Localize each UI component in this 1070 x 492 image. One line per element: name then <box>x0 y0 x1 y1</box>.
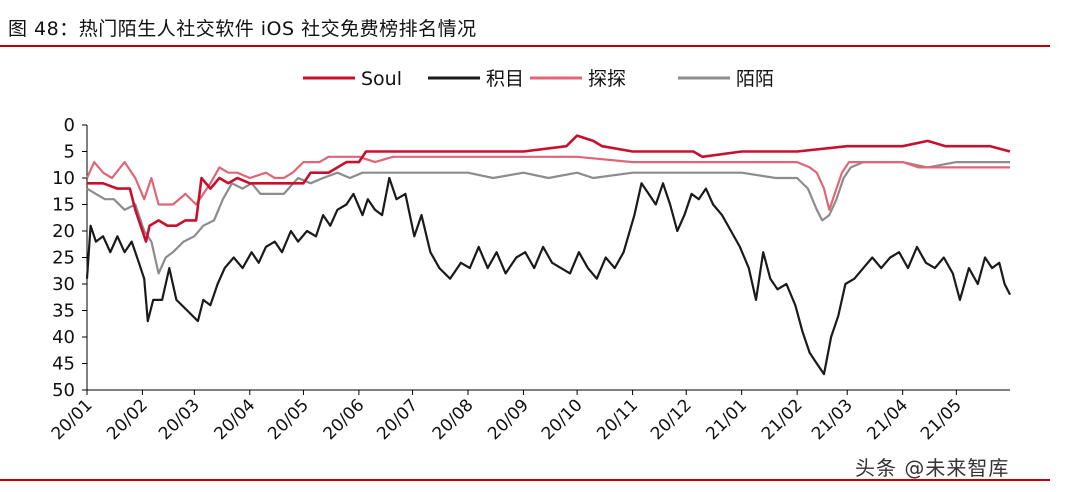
x-tick-label: 20/06 <box>320 395 369 444</box>
y-tick-label: 30 <box>52 274 75 295</box>
series-layer <box>85 134 1011 376</box>
series-line-2 <box>85 155 1010 211</box>
legend-label: 积目 <box>486 68 524 90</box>
x-tick-label: 20/08 <box>429 395 478 444</box>
x-tick-label: 20/12 <box>647 395 696 444</box>
x-tick-label: 20/05 <box>264 395 313 444</box>
y-tick-label: 35 <box>52 301 75 322</box>
x-tick-label: 20/07 <box>373 395 422 444</box>
x-tick-label: 21/03 <box>808 395 857 444</box>
y-tick-label: 5 <box>64 142 75 163</box>
x-tick-label: 21/04 <box>863 395 912 444</box>
y-tick-label: 45 <box>52 354 75 375</box>
series-line-3 <box>86 161 1010 275</box>
x-tick-label: 20/01 <box>48 395 97 444</box>
y-tick-label: 40 <box>52 327 75 348</box>
legend-label: 陌陌 <box>736 68 774 90</box>
y-tick-label: 25 <box>52 248 75 269</box>
x-tick-label: 20/03 <box>155 395 204 444</box>
y-axis: 0 5 10 15 20 25 30 35 40 45 50 <box>52 115 88 401</box>
series-line-0 <box>87 134 1011 243</box>
x-tick-label: 20/10 <box>538 395 587 444</box>
x-tick-label: 20/04 <box>211 395 260 444</box>
bottom-divider <box>0 479 1050 481</box>
y-tick-label: 50 <box>52 380 75 401</box>
y-tick-label: 20 <box>52 221 75 242</box>
legend: Soul 积目 探探 陌陌 <box>303 68 774 90</box>
x-axis: 20/01 20/02 20/03 20/04 20/05 20/06 20/07 20/08… <box>48 389 1010 444</box>
legend-label: 探探 <box>588 68 626 90</box>
y-tick-label: 15 <box>52 195 75 216</box>
series-line-1 <box>85 176 1011 376</box>
y-tick-label: 10 <box>52 168 75 189</box>
x-tick-label: 21/01 <box>702 395 751 444</box>
legend-label: Soul <box>361 68 402 90</box>
x-tick-label: 21/02 <box>758 395 807 444</box>
x-tick-label: 20/09 <box>484 395 533 444</box>
figure-title: 图 48：热门陌生人社交软件 iOS 社交免费榜排名情况 <box>8 18 477 40</box>
y-tick-label: 0 <box>64 115 75 136</box>
watermark: 头条 @未来智库 <box>855 456 1010 480</box>
x-tick-label: 21/05 <box>917 395 966 444</box>
title-divider <box>0 45 1050 47</box>
x-tick-label: 20/11 <box>593 395 642 444</box>
x-tick-label: 20/02 <box>103 395 152 444</box>
